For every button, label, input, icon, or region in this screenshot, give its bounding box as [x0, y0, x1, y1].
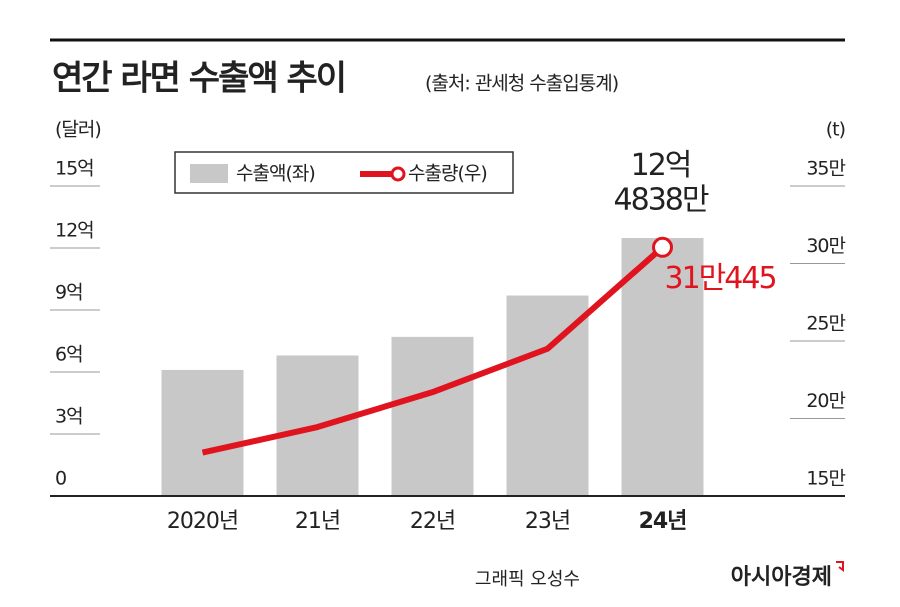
legend-label: 수출량(우)	[408, 163, 487, 185]
y2-tick-label: 25만	[806, 313, 845, 335]
y-tick-label: 15억	[55, 158, 94, 180]
y2-tick-label: 35만	[806, 158, 845, 180]
bar-value-label: 12억 4838만	[614, 148, 709, 218]
line	[201, 245, 665, 456]
chart-subtitle: (출처: 관세청 수출입통계)	[425, 73, 618, 95]
y2-axis-label: (t)	[826, 119, 845, 141]
brand-icon	[836, 561, 844, 572]
line-end-marker	[652, 236, 673, 258]
line-value-label: 31만445	[665, 261, 776, 296]
brand: 아시아경제	[731, 565, 832, 590]
legend-box	[174, 151, 514, 194]
bar	[506, 295, 589, 496]
x-tick-label: 21년	[295, 509, 340, 534]
bar	[161, 369, 244, 496]
y-axis-label: (달러)	[55, 119, 101, 141]
legend-swatch	[190, 164, 228, 183]
x-tick-label: 22년	[410, 509, 455, 534]
chart-title: 연간 라면 수출액 추이	[52, 59, 345, 99]
y-tick-label: 0	[55, 468, 66, 490]
legend-swatch	[390, 166, 406, 182]
y2-tick-label: 15만	[806, 468, 845, 490]
credit: 그래픽 오성수	[475, 569, 580, 590]
bar	[621, 238, 704, 496]
bar	[391, 336, 474, 496]
x-tick-label: 2020년	[167, 509, 238, 534]
y-tick-label: 3억	[55, 406, 83, 428]
y-tick-label: 6억	[55, 344, 83, 366]
y-tick-label: 12억	[55, 220, 94, 242]
y2-tick-label: 30만	[806, 235, 845, 257]
y2-tick-label: 20만	[806, 390, 845, 412]
x-tick-label: 24년	[639, 509, 687, 534]
y-tick-label: 9억	[55, 282, 83, 304]
legend-label: 수출액(좌)	[236, 163, 315, 185]
x-tick-label: 23년	[525, 509, 570, 534]
